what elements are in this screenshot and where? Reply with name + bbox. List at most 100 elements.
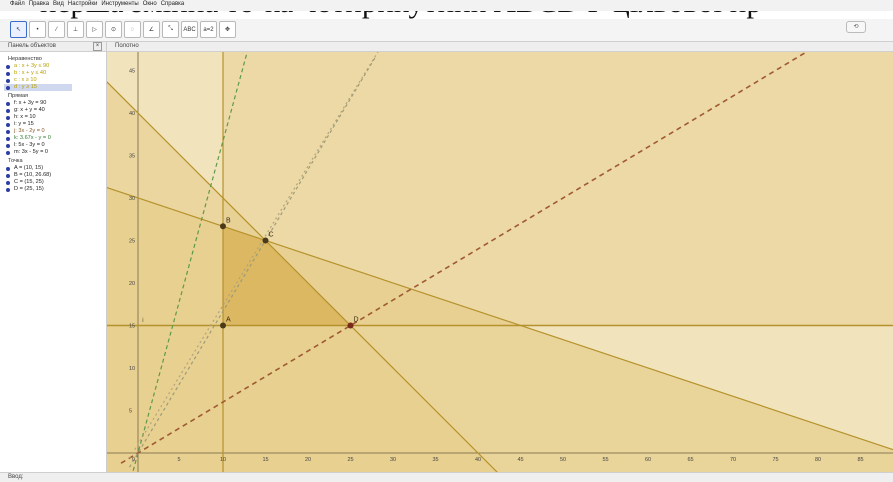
visibility-dot-icon[interactable]: [6, 173, 10, 178]
slider-icon[interactable]: a=2: [200, 21, 217, 38]
object-list-item[interactable]: D = (25, 15): [4, 186, 106, 193]
origin-label: 0: [132, 457, 135, 463]
visibility-dot-icon[interactable]: [6, 101, 10, 106]
object-label: i: y = 15: [14, 121, 34, 127]
visibility-dot-icon[interactable]: [6, 187, 10, 192]
object-group-title[interactable]: Неравенство: [8, 56, 42, 62]
object-list-item[interactable]: b : x + y ≤ 40: [4, 70, 106, 77]
reflect-icon[interactable]: ⤡: [162, 21, 179, 38]
point-A: [220, 322, 226, 329]
menu-item[interactable]: Файл: [10, 1, 25, 7]
object-list-item[interactable]: k: 3.67x - y = 0: [4, 135, 106, 142]
object-list-item[interactable]: g: x + y = 40: [4, 107, 106, 114]
polygon-icon[interactable]: ▷: [86, 21, 103, 38]
visibility-dot-icon[interactable]: [6, 78, 10, 83]
object-label: l: 5x - 3y = 0: [14, 142, 45, 148]
x-tick-label: 60: [645, 457, 651, 463]
perpendicular-icon[interactable]: ⊥: [67, 21, 84, 38]
visibility-dot-icon[interactable]: [6, 64, 10, 69]
y-tick-label: 30: [129, 196, 135, 202]
line-label-i: i: [142, 318, 143, 324]
object-list-item[interactable]: d : y ≥ 15: [4, 84, 72, 91]
x-tick-label: 65: [688, 457, 694, 463]
line-g: [107, 81, 498, 472]
y-tick-label: 5: [129, 409, 132, 415]
close-panel-icon[interactable]: ×: [93, 42, 102, 51]
x-tick-label: 75: [773, 457, 779, 463]
visibility-dot-icon[interactable]: [6, 150, 10, 155]
move-view-icon[interactable]: ✥: [219, 21, 236, 38]
y-tick-label: 35: [129, 154, 135, 160]
point-label-D: D: [354, 317, 359, 324]
visibility-dot-icon[interactable]: [6, 108, 10, 113]
point-B: [220, 223, 226, 230]
object-list-item[interactable]: h: x = 10: [4, 114, 106, 121]
object-label: k: 3.67x - y = 0: [14, 135, 51, 141]
graphics-canvas[interactable]: ABCDhkljifg51015202530354045505560657075…: [107, 42, 893, 472]
visibility-dot-icon[interactable]: [6, 85, 10, 90]
point-label-C: C: [269, 232, 274, 239]
menu-item[interactable]: Справка: [160, 1, 185, 7]
x-tick-label: 70: [730, 457, 736, 463]
object-list-item[interactable]: m: 3x - 5y = 0: [4, 149, 106, 156]
object-list-item[interactable]: a : x + 3y ≤ 90: [4, 63, 106, 70]
input-bar[interactable]: Ввод:: [0, 472, 893, 482]
move-arrow-icon[interactable]: ↖: [10, 21, 27, 38]
object-list-item[interactable]: A = (10, 15): [4, 165, 106, 172]
object-label: f: x + 3y = 90: [14, 100, 47, 106]
line-icon[interactable]: ⁄: [48, 21, 65, 38]
object-panel-title: Панель объектов: [8, 43, 56, 49]
graphics-view[interactable]: Полотно ABCDhkljifg510152025303540455055…: [107, 42, 893, 472]
menu-item[interactable]: Настройки: [67, 1, 98, 7]
object-group-title[interactable]: Точка: [8, 158, 23, 164]
menu-item[interactable]: Правка: [28, 1, 50, 7]
line-m: [128, 42, 385, 459]
circle-icon[interactable]: ⊙: [105, 21, 122, 38]
object-panel-header: Панель объектов ×: [0, 42, 106, 52]
object-list-item[interactable]: c : x ≥ 10: [4, 77, 106, 84]
object-group: Прямая f: x + 3y = 90 g: x + y = 40 h: x = …: [4, 92, 106, 156]
visibility-dot-icon[interactable]: [6, 166, 10, 171]
object-panel: Панель объектов × Неравенство a : x + 3y …: [0, 42, 107, 472]
object-label: C = (15, 25): [14, 179, 44, 185]
x-tick-label: 25: [348, 457, 354, 463]
menu-item[interactable]: Окно: [142, 1, 157, 7]
graphics-view-header: Полотно: [107, 42, 893, 52]
object-list-item[interactable]: j: 3x - 2y = 0: [4, 128, 106, 135]
object-group-title[interactable]: Прямая: [8, 93, 29, 99]
line-j: [120, 44, 819, 464]
visibility-dot-icon[interactable]: [6, 180, 10, 185]
visibility-dot-icon[interactable]: [6, 129, 10, 134]
visibility-dot-icon[interactable]: [6, 136, 10, 141]
text-icon[interactable]: ABC: [181, 21, 198, 38]
object-list: Неравенство a : x + 3y ≤ 90 b : x + y ≤ 40…: [0, 52, 106, 193]
point-C: [262, 237, 269, 244]
object-list-item[interactable]: f: x + 3y = 90: [4, 100, 106, 107]
visibility-dot-icon[interactable]: [6, 115, 10, 120]
object-label: A = (10, 15): [14, 165, 44, 171]
object-list-item[interactable]: C = (15, 25): [4, 179, 106, 186]
menu-item[interactable]: Инструменты: [101, 1, 139, 7]
y-tick-label: 25: [129, 239, 135, 245]
point-icon[interactable]: •: [29, 21, 46, 38]
object-list-item[interactable]: l: 5x - 3y = 0: [4, 142, 106, 149]
x-tick-label: 85: [858, 457, 864, 463]
x-tick-label: 45: [518, 457, 524, 463]
conic-icon[interactable]: ◌: [124, 21, 141, 38]
angle-icon[interactable]: ∠: [143, 21, 160, 38]
y-tick-label: 15: [129, 324, 135, 330]
object-group: Неравенство a : x + 3y ≤ 90 b : x + y ≤ 40…: [4, 55, 106, 91]
object-list-item[interactable]: B = (10, 26.68): [4, 172, 106, 179]
undo-button[interactable]: ⟲: [846, 21, 866, 33]
visibility-dot-icon[interactable]: [6, 71, 10, 76]
object-label: m: 3x - 5y = 0: [14, 149, 49, 155]
menu-items: Файл Правка Вид Настройки Инструменты Окно Спр…: [10, 1, 184, 7]
object-label: c : x ≥ 10: [14, 77, 37, 83]
region-cd: [223, 42, 893, 326]
menu-item[interactable]: Вид: [53, 1, 64, 7]
visibility-dot-icon[interactable]: [6, 122, 10, 127]
object-label: g: x + y = 40: [14, 107, 45, 113]
x-tick-label: 40: [475, 457, 481, 463]
visibility-dot-icon[interactable]: [6, 143, 10, 148]
object-list-item[interactable]: i: y = 15: [4, 121, 106, 128]
